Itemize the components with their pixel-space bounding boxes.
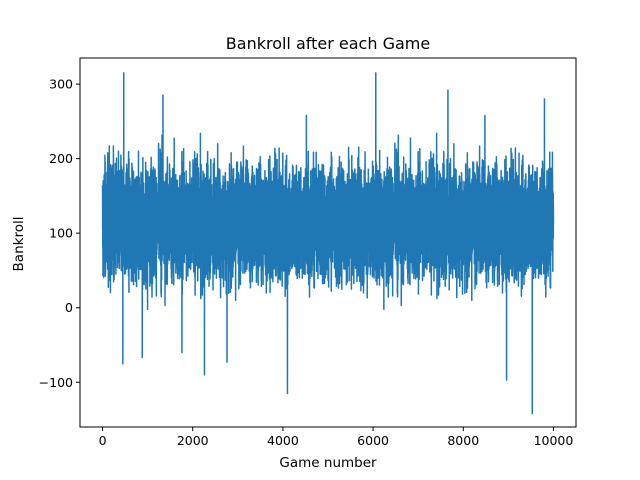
x-tick-label: 10000 — [534, 433, 574, 448]
y-tick-label: 0 — [65, 300, 73, 315]
axes-frame — [79, 57, 577, 428]
x-tick-label: 4000 — [267, 433, 299, 448]
y-tick-label: 200 — [49, 151, 73, 166]
x-tick-label: 6000 — [357, 433, 389, 448]
y-tick-label: −100 — [39, 375, 73, 390]
plot-area — [101, 72, 555, 415]
y-tick-label: 100 — [49, 226, 73, 241]
y-axis-label: Bankroll — [11, 217, 27, 272]
x-axis-label: Game number — [279, 455, 377, 471]
axes: 0 2000 4000 6000 8000 10000 −100 0 100 200 300 — [39, 57, 577, 448]
x-tick-label: 2000 — [177, 433, 209, 448]
x-tick-label: 8000 — [447, 433, 479, 448]
y-tick-label: 300 — [49, 77, 73, 92]
chart-title: Bankroll after each Game — [226, 34, 430, 53]
x-tick-label: 0 — [99, 433, 107, 448]
bankroll-series-line — [101, 72, 555, 415]
